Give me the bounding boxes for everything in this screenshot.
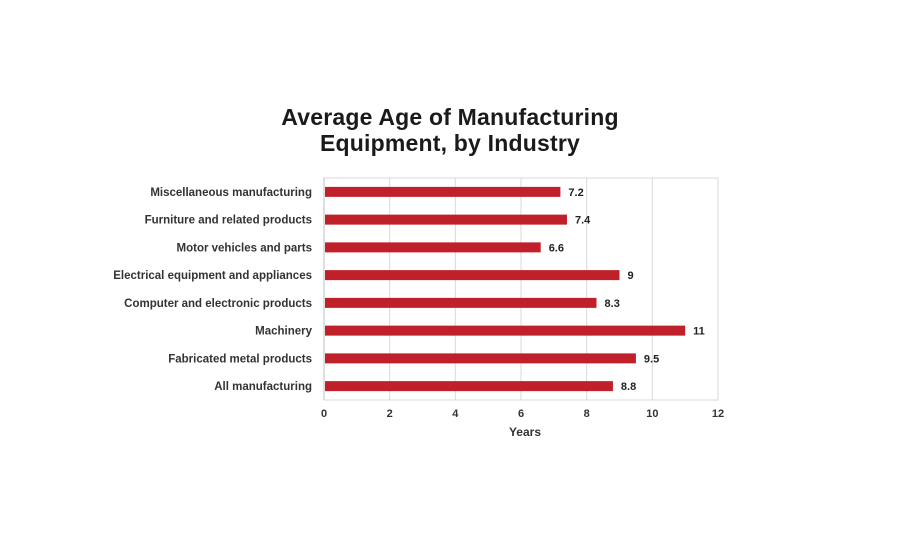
chart-title-line-2: Equipment, by Industry (320, 130, 580, 156)
category-label: Electrical equipment and appliances (113, 270, 312, 282)
category-labels: Miscellaneous manufacturing Furniture and… (113, 187, 312, 393)
x-tick-label: 4 (452, 408, 459, 420)
category-label: All manufacturing (214, 381, 312, 393)
value-label: 7.2 (568, 187, 583, 199)
value-label: 9.5 (644, 353, 659, 365)
category-label: Furniture and related products (145, 215, 312, 227)
value-label: 8.3 (605, 298, 620, 310)
bar (325, 353, 636, 364)
category-label: Miscellaneous manufacturing (150, 187, 312, 199)
bar (325, 242, 541, 253)
x-tick-label: 12 (712, 408, 724, 420)
x-axis-title: Years (509, 425, 541, 439)
x-tick-label: 0 (321, 408, 327, 420)
category-label: Motor vehicles and parts (177, 242, 312, 254)
value-labels: 7.2 7.4 6.6 9 8.3 11 9.5 8.8 (549, 187, 705, 393)
x-tick-label: 10 (646, 408, 658, 420)
bar (325, 270, 620, 281)
x-tick-label: 2 (387, 408, 393, 420)
value-label: 9 (628, 270, 634, 282)
bar (325, 325, 686, 336)
chart-title: Average Age of Manufacturing Equipment, … (0, 104, 900, 156)
bar (325, 214, 567, 225)
x-tick-label: 6 (518, 408, 524, 420)
category-label: Computer and electronic products (124, 298, 312, 310)
category-label: Fabricated metal products (168, 353, 312, 365)
value-label: 7.4 (575, 215, 591, 227)
x-tick-labels: 0 2 4 6 8 10 12 (321, 408, 724, 420)
bar (325, 297, 597, 308)
category-label: Machinery (255, 326, 312, 338)
x-tick-label: 8 (584, 408, 590, 420)
bars (325, 186, 686, 392)
value-label: 6.6 (549, 242, 564, 254)
gridlines (323, 177, 719, 401)
bar (325, 381, 613, 392)
chart-title-line-1: Average Age of Manufacturing (281, 104, 619, 130)
value-label: 8.8 (621, 381, 636, 393)
value-label: 11 (693, 326, 705, 338)
bar (325, 186, 561, 197)
